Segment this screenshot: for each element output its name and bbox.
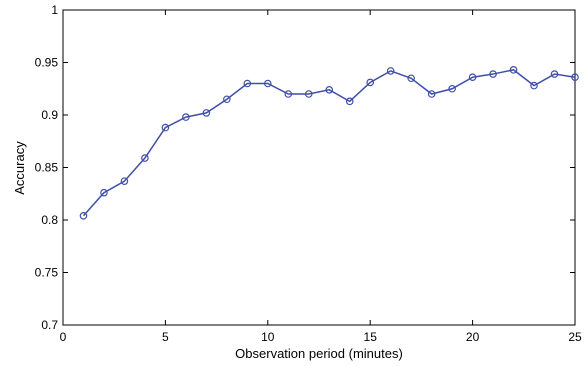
axis-ticks [62, 9, 576, 326]
data-point [489, 70, 497, 78]
data-point [386, 67, 395, 75]
data-point [571, 73, 579, 82]
data-point [284, 90, 293, 98]
y-tick-label: 1 [51, 3, 58, 17]
data-point [345, 97, 354, 106]
x-tick-label: 25 [568, 330, 582, 344]
data-point [243, 79, 252, 88]
data-point [182, 113, 190, 121]
data-point [263, 79, 272, 88]
data-point [448, 84, 456, 93]
data-point [161, 123, 170, 132]
plot-frame [62, 9, 576, 326]
x-tick-label: 0 [60, 330, 67, 344]
data-point [325, 86, 334, 94]
x-tick-label: 10 [261, 330, 275, 344]
x-axis-label: Observation period (minutes) [235, 346, 403, 361]
y-tick-label: 0.7 [41, 318, 58, 332]
y-tick-label: 0.95 [35, 56, 59, 70]
data-point [304, 90, 313, 98]
x-tick-label: 5 [162, 330, 169, 344]
x-tick-label: 20 [466, 330, 480, 344]
data-point [79, 212, 88, 220]
y-tick-label: 0.75 [35, 266, 59, 280]
data-point [202, 109, 211, 117]
data-point [468, 73, 477, 82]
y-tick-label: 0.8 [41, 213, 58, 227]
data-point [550, 70, 559, 78]
data-point [120, 177, 129, 185]
data-point [530, 81, 538, 90]
data-point [141, 154, 149, 162]
data-point [427, 90, 436, 98]
x-tick-label: 15 [364, 330, 378, 344]
tick-labels: 0 5 10 15 20 25 0.7 0.75 0.8 0.85 0.9 0.95 1 [35, 3, 582, 344]
data-point [407, 74, 415, 83]
y-axis-label: Accuracy [12, 141, 27, 195]
data-point [223, 95, 231, 104]
data-point [366, 78, 375, 87]
data-point [509, 66, 518, 74]
data-point [100, 188, 108, 197]
y-tick-label: 0.85 [35, 161, 59, 175]
series-layer [79, 66, 579, 220]
y-tick-label: 0.9 [41, 108, 58, 122]
series-line [82, 69, 576, 217]
